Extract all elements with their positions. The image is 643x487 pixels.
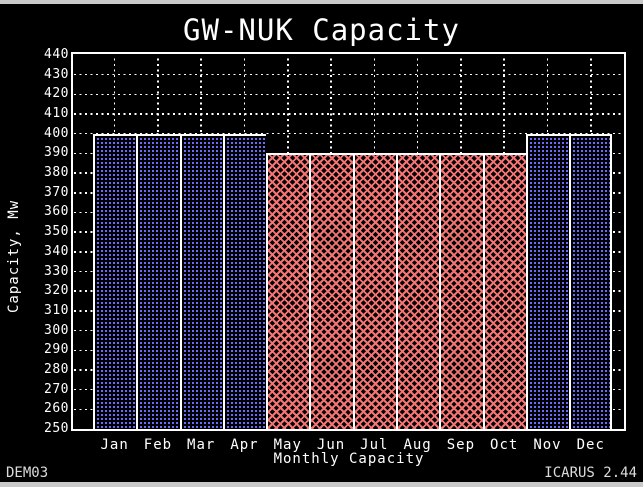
chart-title: GW-NUK Capacity bbox=[183, 13, 460, 47]
bar-aug bbox=[396, 153, 439, 429]
bar-sep bbox=[439, 153, 483, 429]
x-tick-label: Feb bbox=[143, 437, 173, 453]
y-tick-label: 280 bbox=[44, 361, 69, 377]
x-tick-label: Aug bbox=[403, 437, 432, 453]
window-border-bottom bbox=[0, 482, 643, 487]
y-tick-label: 430 bbox=[44, 66, 69, 82]
y-tick-label: 370 bbox=[44, 184, 69, 200]
y-tick-label: 360 bbox=[44, 204, 69, 220]
plot-frame bbox=[71, 52, 626, 431]
x-tick-label: May bbox=[273, 437, 302, 453]
bar-jul bbox=[353, 153, 396, 429]
bar-dec bbox=[569, 134, 612, 429]
bar-jan bbox=[93, 134, 136, 429]
y-tick-label: 340 bbox=[44, 243, 69, 259]
x-tick-label: Dec bbox=[576, 437, 605, 453]
x-tick-label: Apr bbox=[230, 437, 259, 453]
y-tick-label: 350 bbox=[44, 224, 69, 240]
bar-oct bbox=[483, 153, 526, 429]
x-tick-label: Sep bbox=[446, 437, 476, 453]
bar-jun bbox=[309, 153, 353, 429]
x-tick-label: Oct bbox=[490, 437, 519, 453]
y-tick-label: 390 bbox=[44, 145, 69, 161]
y-tick-label: 270 bbox=[44, 381, 69, 397]
y-tick-label: 440 bbox=[44, 47, 69, 62]
y-tick-label: 320 bbox=[44, 283, 69, 299]
bar-mar bbox=[180, 134, 223, 429]
y-tick-label: 330 bbox=[44, 263, 69, 279]
bar-may bbox=[266, 153, 309, 429]
x-tick-label: Jun bbox=[316, 437, 346, 453]
y-tick-label: 310 bbox=[44, 302, 69, 318]
y-tick-label: 250 bbox=[44, 421, 69, 436]
bar-nov bbox=[526, 134, 569, 429]
h-gridline bbox=[74, 73, 623, 76]
x-tick-label: Jan bbox=[100, 437, 129, 453]
footer-app-version: ICARUS 2.44 bbox=[544, 465, 637, 481]
window-border-top bbox=[0, 0, 643, 4]
h-gridline bbox=[74, 93, 623, 96]
y-tick-label: 260 bbox=[44, 401, 69, 417]
bar-apr bbox=[223, 134, 266, 429]
h-gridline bbox=[74, 132, 623, 135]
x-tick-label: Mar bbox=[187, 437, 216, 453]
x-tick-label: Jul bbox=[360, 437, 389, 453]
y-tick-label: 290 bbox=[44, 342, 69, 358]
y-tick-label: 400 bbox=[44, 125, 69, 141]
footer-run-id: DEM03 bbox=[6, 465, 49, 481]
x-axis-title: Monthly Capacity bbox=[273, 451, 425, 467]
bar-feb bbox=[136, 134, 180, 429]
x-tick-label: Nov bbox=[533, 437, 562, 453]
h-gridline bbox=[74, 113, 623, 115]
y-tick-label: 380 bbox=[44, 165, 69, 181]
y-tick-label: 300 bbox=[44, 322, 69, 338]
y-tick-label: 420 bbox=[44, 86, 69, 102]
y-tick-label: 410 bbox=[44, 106, 69, 122]
